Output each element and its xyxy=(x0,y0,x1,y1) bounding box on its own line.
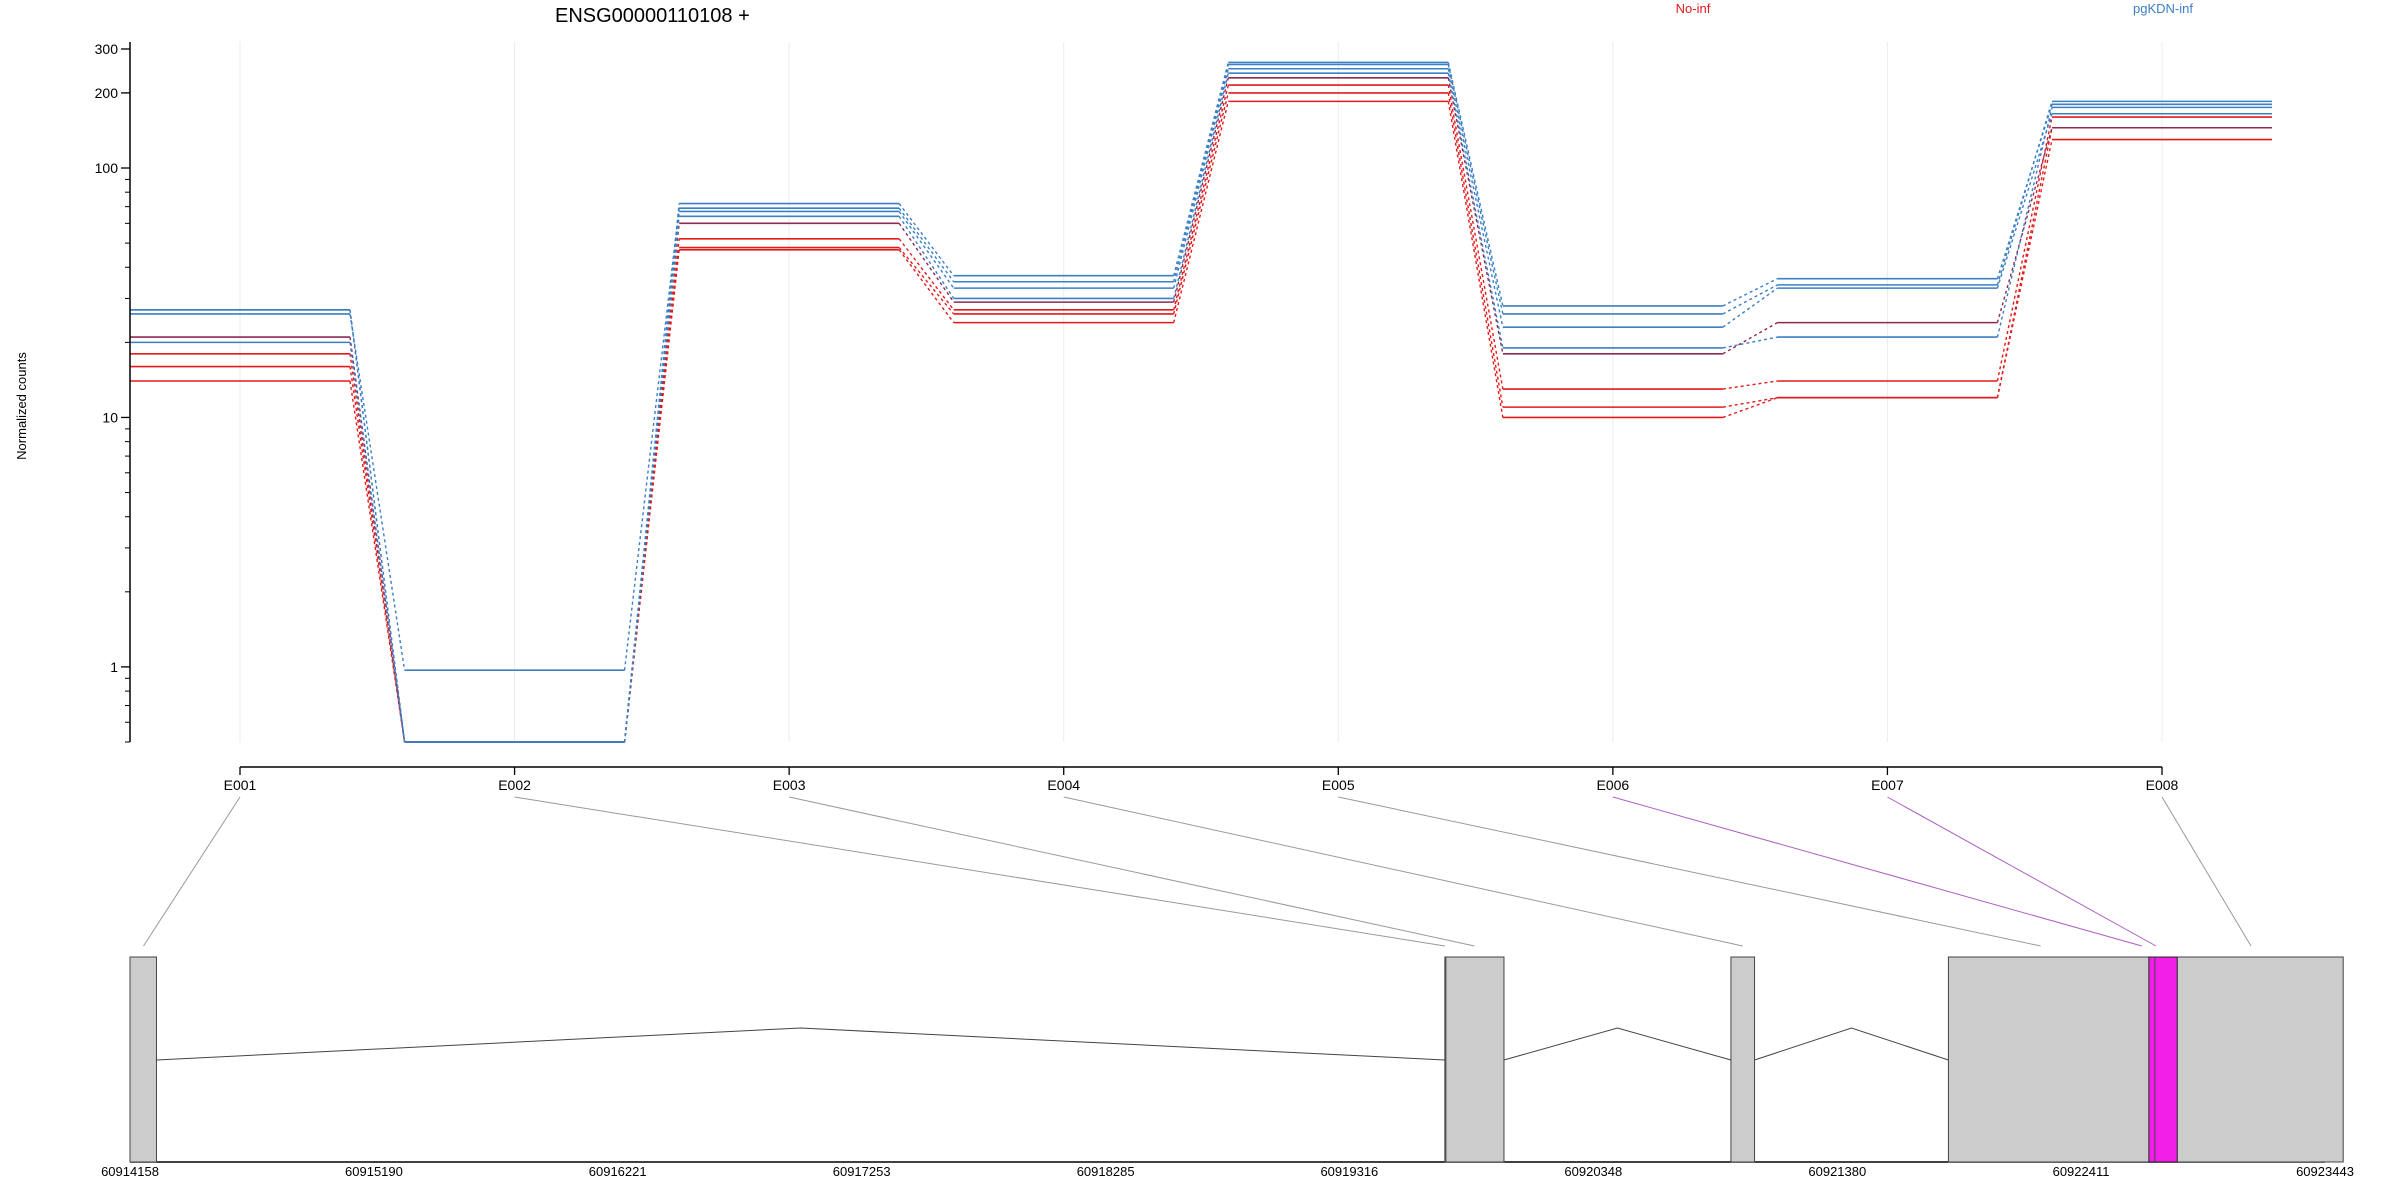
series-connector xyxy=(1996,101,2053,286)
genomic-coordinate-label: 60916221 xyxy=(589,1164,647,1179)
connector-E008 xyxy=(2161,796,2252,947)
series-connector xyxy=(898,207,955,283)
connector-E007 xyxy=(1887,796,2157,947)
intron-line xyxy=(156,1027,1445,1061)
series-connector xyxy=(1996,139,2053,398)
series-connector xyxy=(1173,68,1229,289)
x-tick-label-E003: E003 xyxy=(773,777,806,793)
connector-E002 xyxy=(514,796,1445,947)
series-connector xyxy=(898,247,955,315)
axes: 1 10 100 200 300 E001 E002 E003 E004 E005 E006 E007… xyxy=(95,41,2179,793)
y-tick-label: 1 xyxy=(110,659,118,675)
y-tick-label: 200 xyxy=(95,85,119,101)
series-connector xyxy=(898,203,955,277)
intron-line xyxy=(1503,1027,1732,1061)
exon-box xyxy=(1730,956,1756,1163)
series-connector xyxy=(898,210,955,289)
series-connector xyxy=(1173,92,1229,315)
intron-line xyxy=(1754,1027,1949,1061)
exon-bin-connectors xyxy=(143,796,2252,947)
series-No-inf-2 xyxy=(130,84,2272,743)
series-connector xyxy=(1447,101,1504,418)
series-connector xyxy=(623,238,680,743)
series-lines xyxy=(130,61,2272,743)
exon-box xyxy=(129,956,157,1163)
series-connector xyxy=(1722,284,1778,315)
series-connector xyxy=(1447,68,1504,328)
series-connector xyxy=(1722,397,1778,419)
series-connector xyxy=(1173,84,1229,311)
series-connector xyxy=(1996,107,2053,338)
exon-box xyxy=(1947,956,2344,1163)
series-connector xyxy=(1447,62,1504,307)
chart-title: ENSG00000110108 + xyxy=(555,5,750,27)
connector-E006 xyxy=(1612,796,2142,947)
series-connector xyxy=(349,309,406,743)
genomic-coordinate-label: 60918285 xyxy=(1077,1164,1135,1179)
y-tick-label: 300 xyxy=(95,41,119,57)
series-connector xyxy=(1173,101,1229,323)
series-connector xyxy=(1173,62,1229,276)
series-connector xyxy=(1447,73,1504,349)
series-connector xyxy=(898,238,955,311)
legend-entry-no-inf: No-inf xyxy=(1676,1,1711,16)
series-connector xyxy=(1447,77,1504,354)
y-axis-label: Normalized counts xyxy=(14,352,29,460)
series-connector xyxy=(1447,64,1504,315)
legend-entry-pgkdn-inf: pgKDN-inf xyxy=(2133,1,2193,16)
x-tick-label-E004: E004 xyxy=(1047,777,1080,793)
series-connector xyxy=(1722,287,1778,328)
highlighted-exon-bin xyxy=(2148,956,2178,1163)
series-connector xyxy=(1173,64,1229,282)
header: ENSG00000110108 + No-inf pgKDN-inf xyxy=(555,1,2193,27)
series-pgKDN-inf-7 xyxy=(130,61,2272,743)
connector-E003 xyxy=(789,796,1475,947)
genomic-coordinate-label: 60923443 xyxy=(2296,1164,2354,1179)
series-connector xyxy=(898,222,955,303)
genomic-coordinate-label: 60917253 xyxy=(833,1164,891,1179)
x-tick-label-E002: E002 xyxy=(498,777,531,793)
connector-E004 xyxy=(1063,796,1743,947)
series-connector xyxy=(1996,113,2053,289)
genomic-coordinate-label: 60922411 xyxy=(2053,1164,2110,1179)
series-pgKDN-inf-4 xyxy=(130,72,2272,743)
genomic-coordinate-label: 60914158 xyxy=(101,1164,159,1179)
x-tick-label-E008: E008 xyxy=(2146,777,2179,793)
exon-box xyxy=(1444,956,1505,1163)
series-connector xyxy=(898,249,955,324)
x-tick-label-E005: E005 xyxy=(1322,777,1355,793)
x-tick-label-E006: E006 xyxy=(1597,777,1630,793)
genomic-coordinate-label: 60915190 xyxy=(345,1164,403,1179)
series-connector xyxy=(898,215,955,299)
series-connector xyxy=(1722,397,1778,408)
series-connector xyxy=(1996,127,2053,398)
series-connector xyxy=(1722,380,1778,390)
y-tick-label: 100 xyxy=(95,160,119,176)
gene-model: 60914158 60915190 60916221 60917253 60918285… xyxy=(101,956,2354,1179)
series-connector xyxy=(1173,73,1229,299)
connector-E001 xyxy=(143,796,241,947)
series-connector xyxy=(623,203,680,743)
series-connector xyxy=(349,313,406,671)
series-connector xyxy=(1722,278,1778,307)
series-connector xyxy=(1173,77,1229,303)
x-tick-label-E007: E007 xyxy=(1871,777,1904,793)
series-connector xyxy=(1996,127,2053,323)
series-connector xyxy=(1722,322,1778,355)
x-tick-label-E001: E001 xyxy=(224,777,257,793)
connector-E005 xyxy=(1338,796,2041,947)
genomic-coordinate-label: 60919316 xyxy=(1320,1164,1378,1179)
genomic-coordinate-label: 60920348 xyxy=(1564,1164,1622,1179)
series-connector xyxy=(1447,84,1504,390)
series-pgKDN-inf-6 xyxy=(130,63,2272,672)
series-connector xyxy=(1996,104,2053,279)
y-tick-label: 10 xyxy=(102,409,118,425)
gridlines xyxy=(239,42,2163,742)
series-connector xyxy=(1447,92,1504,408)
series-connector xyxy=(1996,116,2053,382)
series-connector xyxy=(349,380,406,743)
genomic-coordinate-label: 60921380 xyxy=(1808,1164,1866,1179)
series-connector xyxy=(623,208,680,671)
